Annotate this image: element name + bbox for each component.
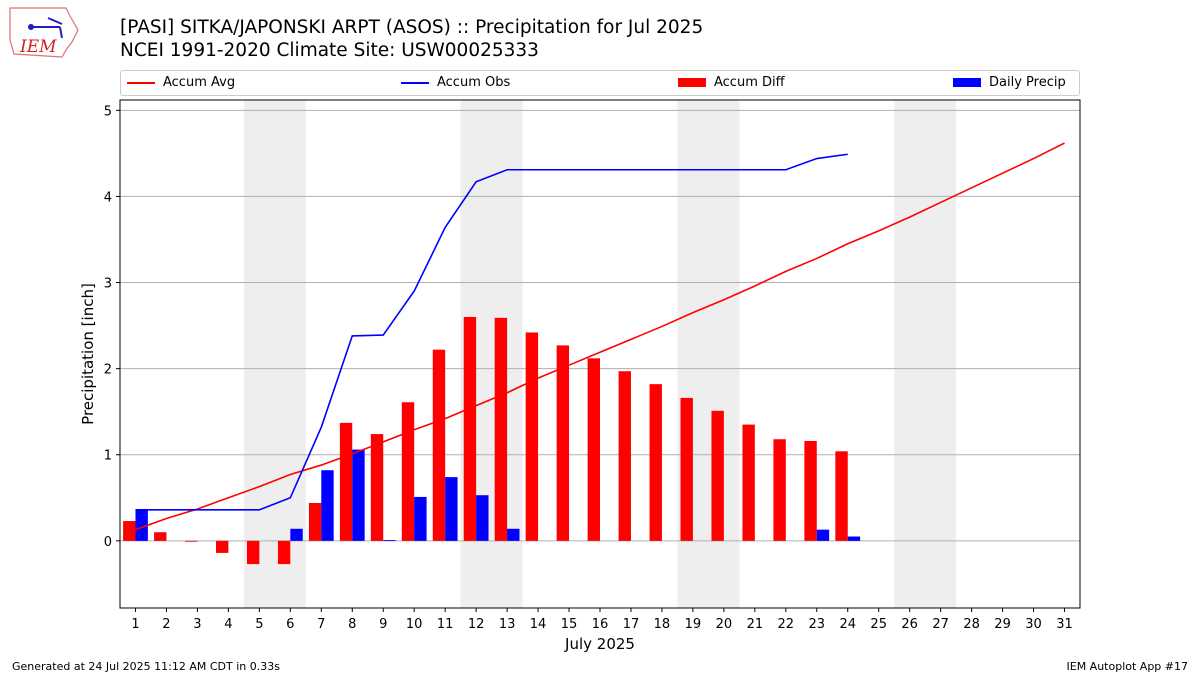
x-tick-label: 29 xyxy=(994,617,1011,632)
x-tick-label: 5 xyxy=(255,617,263,632)
accum-diff-bar xyxy=(494,317,508,541)
accum-diff-bar xyxy=(587,358,600,541)
accum-diff-bar xyxy=(123,521,136,541)
legend-accum-diff: Accum Diff xyxy=(678,75,785,90)
x-tick-label: 2 xyxy=(162,617,170,632)
x-tick-label: 31 xyxy=(1056,617,1073,632)
chart-subtitle: NCEI 1991-2020 Climate Site: USW00025333 xyxy=(120,40,539,61)
x-tick-label: 24 xyxy=(839,617,856,632)
accum-diff-bar xyxy=(804,440,817,541)
accum-diff-bar xyxy=(308,502,322,541)
x-tick-label: 1 xyxy=(131,617,139,632)
accum-diff-bar xyxy=(556,345,570,541)
x-tick-label: 18 xyxy=(654,617,671,632)
daily-precip-bar xyxy=(290,528,303,541)
accum-diff-bar xyxy=(277,540,291,565)
accum-diff-bar xyxy=(432,349,446,541)
footer-app: IEM Autoplot App #17 xyxy=(1066,660,1189,673)
x-tick-label: 6 xyxy=(286,617,294,632)
daily-precip-bar xyxy=(445,477,458,541)
accum-diff-bar xyxy=(216,540,229,553)
accum-obs-line xyxy=(135,153,848,511)
weekend-band xyxy=(243,100,306,608)
legend-accum-avg: Accum Avg xyxy=(127,75,235,90)
y-tick-label: 2 xyxy=(104,363,112,378)
accum-diff-bar xyxy=(246,540,260,565)
x-tick-label: 16 xyxy=(592,617,609,632)
weekend-band xyxy=(894,100,957,608)
accum-diff-bar xyxy=(154,532,167,541)
x-tick-label: 4 xyxy=(224,617,232,632)
accum-diff-bar xyxy=(401,402,415,541)
x-tick-label: 30 xyxy=(1025,617,1042,632)
daily-precip-bar xyxy=(135,509,148,541)
x-tick-label: 19 xyxy=(685,617,702,632)
x-tick-label: 21 xyxy=(747,617,764,632)
accum-diff-bar xyxy=(185,540,198,542)
plot-frame xyxy=(119,99,1081,609)
accum-diff-bar xyxy=(711,410,724,541)
accum-diff-bar xyxy=(525,332,539,541)
x-tick-label: 27 xyxy=(932,617,949,632)
daily-precip-bar xyxy=(414,496,427,541)
daily-precip-bar xyxy=(352,449,365,541)
x-tick-label: 8 xyxy=(348,617,356,632)
legend: Accum Avg Accum Obs Accum Diff Daily Pre… xyxy=(120,70,1080,96)
x-tick-label: 9 xyxy=(379,617,387,632)
x-tick-label: 25 xyxy=(870,617,887,632)
x-tick-label: 23 xyxy=(809,617,826,632)
accum-diff-bar xyxy=(339,422,353,541)
x-tick-label: 28 xyxy=(963,617,980,632)
chart-title: [PASI] SITKA/JAPONSKI ARPT (ASOS) :: Pre… xyxy=(120,17,704,38)
daily-precip-bar xyxy=(321,470,334,541)
accum-diff-bar xyxy=(773,439,786,541)
daily-precip-bar xyxy=(383,539,396,541)
accum-diff-bar xyxy=(742,424,755,541)
x-tick-label: 12 xyxy=(468,617,485,632)
y-axis-label: Precipitation [inch] xyxy=(79,283,97,425)
x-tick-label: 7 xyxy=(317,617,325,632)
daily-precip-bar xyxy=(816,529,830,541)
svg-text:IEM: IEM xyxy=(19,37,57,57)
accum-diff-bar xyxy=(649,384,662,541)
y-tick-label: 5 xyxy=(104,104,112,119)
x-tick-label: 10 xyxy=(406,617,423,632)
y-tick-label: 1 xyxy=(104,449,112,464)
accum-diff-bar xyxy=(680,397,693,541)
iem-logo: IEM xyxy=(9,7,79,58)
legend-daily-precip: Daily Precip xyxy=(953,75,1066,90)
y-tick-label: 3 xyxy=(104,277,112,292)
y-tick-label: 4 xyxy=(104,190,112,205)
footer-generated: Generated at 24 Jul 2025 11:12 AM CDT in… xyxy=(12,660,280,673)
accum-diff-bar xyxy=(618,371,631,541)
accum-diff-bar xyxy=(463,316,477,541)
accum-diff-bar xyxy=(370,434,384,541)
x-tick-label: 15 xyxy=(561,617,578,632)
x-tick-label: 22 xyxy=(778,617,795,632)
x-tick-label: 17 xyxy=(623,617,640,632)
daily-precip-bar xyxy=(476,495,489,541)
x-tick-label: 26 xyxy=(901,617,918,632)
daily-precip-bar xyxy=(507,528,520,541)
x-tick-label: 11 xyxy=(437,617,454,632)
x-tick-label: 14 xyxy=(530,617,547,632)
x-axis-label: July 2025 xyxy=(564,635,635,653)
x-tick-label: 13 xyxy=(499,617,516,632)
accum-diff-bar xyxy=(835,451,848,541)
accum-avg-line xyxy=(135,142,1065,531)
x-tick-label: 20 xyxy=(716,617,733,632)
x-tick-label: 3 xyxy=(193,617,201,632)
legend-accum-obs: Accum Obs xyxy=(401,75,510,90)
y-tick-label: 0 xyxy=(104,535,112,550)
daily-precip-bar xyxy=(847,536,861,541)
